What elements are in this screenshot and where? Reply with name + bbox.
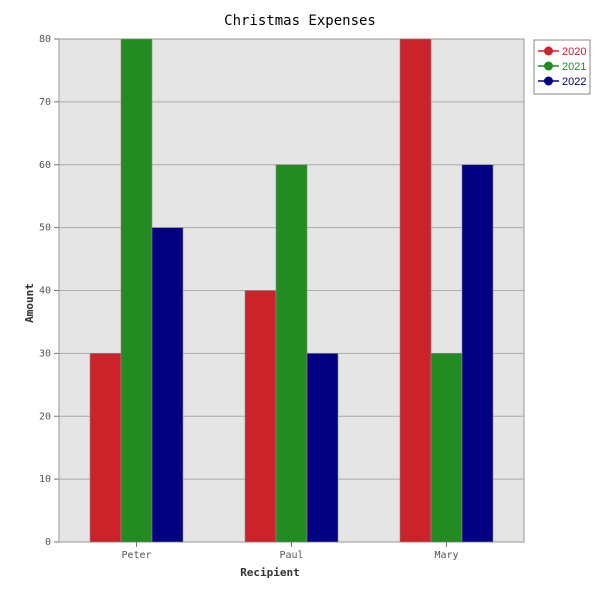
y-tick-label: 50 <box>39 223 51 234</box>
legend-box <box>533 39 591 95</box>
y-tick-label: 80 <box>39 34 51 45</box>
legend-label-2022: 2022 <box>562 76 586 88</box>
y-tick-label: 10 <box>39 474 51 485</box>
legend-marker-2021 <box>544 61 553 71</box>
x-tick-label: Paul <box>279 550 303 561</box>
y-tick-label: 20 <box>39 411 51 422</box>
bar-2020-paul <box>244 290 277 543</box>
y-tick-label: 0 <box>45 537 51 548</box>
legend: 2020 2021 2022 <box>533 39 591 95</box>
y-tick-label: 30 <box>39 348 51 359</box>
bar-2021-paul <box>275 164 308 543</box>
bar-2022-peter <box>151 227 184 543</box>
x-tick-label: Peter <box>121 550 151 561</box>
x-axis-label: Recipient <box>240 566 300 579</box>
bar-2020-mary <box>399 38 432 543</box>
bar-2022-paul <box>306 353 339 543</box>
legend-marker-2020 <box>544 46 553 56</box>
bar-2020-peter <box>89 353 122 543</box>
legend-marker-2022 <box>544 76 553 86</box>
y-tick-label: 70 <box>39 97 51 108</box>
bar-2021-peter <box>120 38 153 543</box>
chart-title: Christmas Expenses <box>224 13 376 29</box>
x-tick-label: Mary <box>434 550 458 561</box>
bar-2021-mary <box>430 353 463 543</box>
x-axis-ticks: Peter Paul Mary <box>121 542 459 561</box>
bar-2022-mary <box>461 164 494 543</box>
legend-label-2020: 2020 <box>562 46 586 58</box>
y-axis-ticks: 0 10 20 30 40 50 60 70 80 <box>39 34 59 548</box>
y-axis-label: Amount <box>23 283 36 323</box>
bars <box>89 38 494 543</box>
legend-label-2021: 2021 <box>562 61 586 73</box>
y-tick-label: 60 <box>39 160 51 171</box>
y-tick-label: 40 <box>39 286 51 297</box>
